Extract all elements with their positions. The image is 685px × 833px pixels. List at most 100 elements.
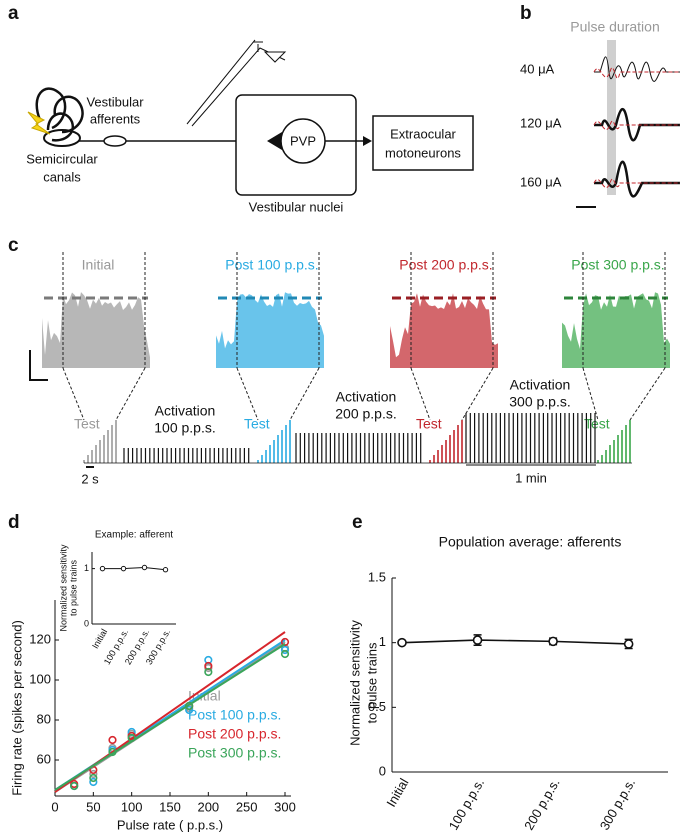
data-point [162, 567, 169, 573]
x-tick-label: Initial [383, 776, 411, 810]
label: 120 μA [520, 115, 562, 130]
window-line [236, 367, 259, 421]
label: afferents [90, 111, 141, 126]
y-axis-label: to pulse trains [364, 642, 379, 723]
fit-line [54, 643, 286, 791]
nuclei-box [235, 94, 357, 196]
label: Pulse duration [570, 19, 660, 35]
pulse-band [607, 40, 616, 195]
line [102, 567, 166, 571]
data-point [280, 645, 290, 655]
trace [593, 67, 680, 188]
x-tick-label: 200 [197, 799, 219, 814]
ganglion [103, 135, 127, 147]
x-tick-label: 0 [51, 799, 58, 814]
label: motoneurons [385, 145, 461, 160]
label: PVP [290, 133, 316, 148]
y-axis-label: to pulse trains [68, 559, 78, 616]
canal-icon [43, 129, 81, 147]
data-point [185, 701, 194, 711]
histogram [390, 293, 498, 368]
panel-letter: a [8, 3, 19, 24]
condition-label: Post 100 p.p.s. [225, 257, 318, 273]
test-label: Test [74, 416, 100, 432]
histogram [216, 292, 324, 368]
synapse [267, 132, 282, 150]
y-tick-label: 0 [379, 763, 386, 778]
panel-letter: e [352, 512, 363, 533]
line [401, 639, 629, 645]
y-tick-label: 1.5 [368, 569, 386, 584]
label: Semicircular [26, 151, 98, 166]
x-tick-label: 300 p.p.s. [597, 776, 639, 833]
histogram [42, 292, 150, 368]
y-tick-label: 1 [84, 563, 89, 573]
activation-label: 300 p.p.s. [509, 394, 571, 410]
stimulus-icon [27, 111, 51, 135]
x-tick-label: 100 [121, 799, 143, 814]
panel-letter: c [8, 235, 19, 256]
data-point [120, 565, 127, 572]
label: Vestibular nuclei [249, 199, 344, 214]
label: Vestibular [86, 94, 144, 109]
inset-title: Example: afferent [95, 530, 173, 541]
y-tick-label: 100 [29, 671, 51, 686]
panel-letter: b [520, 3, 532, 24]
label: 160 μA [520, 174, 562, 189]
y-axis-label: Normalized sensitivity [58, 544, 68, 632]
x-axis-label: Pulse rate ( p.p.s.) [117, 817, 223, 832]
y-tick-label: 0 [84, 618, 89, 628]
trace [594, 56, 680, 82]
activation-label: Activation [510, 377, 571, 393]
data-point [108, 747, 117, 757]
scale-bar [29, 350, 48, 381]
data-point [280, 637, 290, 647]
data-point [472, 635, 483, 645]
x-tick-label: 200 p.p.s. [521, 776, 563, 833]
data-point [548, 636, 558, 647]
y-tick-label: 60 [37, 751, 51, 766]
data-point [141, 564, 148, 571]
y-tick-label: 120 [29, 631, 51, 646]
x-tick-label: 250 [236, 799, 258, 814]
data-point [397, 637, 407, 648]
window-line [410, 367, 431, 421]
trace [594, 108, 680, 142]
x-tick-label: 150 [159, 799, 181, 814]
arrow [363, 136, 372, 146]
data-point [108, 735, 117, 745]
window-line [62, 367, 85, 421]
scale-label: 2 s [81, 471, 99, 486]
histogram [562, 292, 670, 368]
data-point [89, 773, 98, 783]
motoneuron-box [372, 115, 474, 171]
activation-label: 100 p.p.s. [154, 420, 216, 436]
data-point [280, 649, 290, 659]
activation-label: 200 p.p.s. [335, 406, 397, 422]
label: 40 μA [520, 61, 555, 76]
trace [594, 160, 680, 198]
data-point [623, 639, 634, 649]
panel-letter: d [8, 512, 20, 533]
diagram-a: Semicircular canals Vestibular afferents… [26, 39, 474, 214]
x-tick-label: 100 p.p.s. [446, 776, 488, 833]
window-line [461, 367, 494, 421]
data-point [99, 565, 106, 572]
label: canals [43, 169, 81, 184]
y-axis-label: Normalized sensitivity [347, 620, 362, 746]
y-tick-label: 80 [37, 711, 51, 726]
data-point [89, 769, 98, 779]
x-tick-label: 50 [86, 799, 100, 814]
activation-label: Activation [155, 403, 216, 419]
window-line [629, 367, 666, 421]
data-point [89, 777, 98, 787]
y-axis-label: Firing rate (spikes per second) [9, 620, 24, 796]
y-tick-label: 0.5 [368, 699, 386, 714]
traces-b: Pulse duration 40 μA 120 μA 160 μA [520, 19, 680, 208]
data-point [185, 705, 194, 715]
data-point [70, 781, 79, 791]
legend-entry: Post 100 p.p.s. [188, 707, 281, 723]
window-line [582, 367, 599, 421]
activation-label: Activation [336, 389, 397, 405]
